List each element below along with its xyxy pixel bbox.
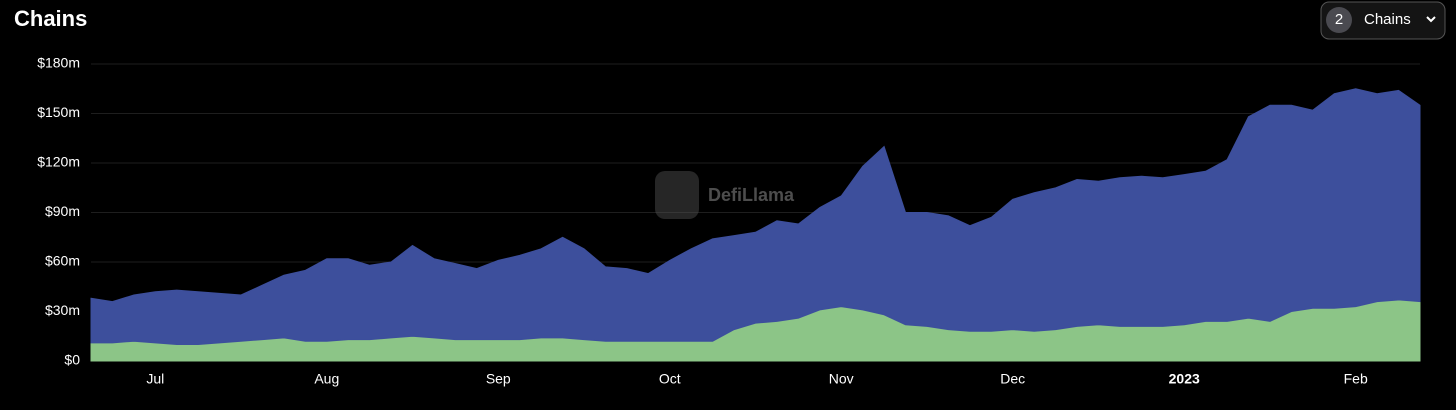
y-tick-label: $150m [37,104,80,120]
x-tick-label: Dec [1000,371,1025,387]
watermark-logo [655,171,699,219]
dropdown-label: Chains [1364,11,1411,28]
x-tick-label: Feb [1344,371,1368,387]
area [90,88,1421,345]
watermark: DefiLlama [655,171,795,219]
x-tick-label: Oct [659,371,681,387]
plot: $0 $30m $60m $90m $120m $150m $180m Jul Aug Sep Oc… [37,55,1421,387]
x-tick-label: Nov [829,371,854,387]
y-tick-label: $0 [64,352,80,368]
y-tick-label: $60m [45,253,80,269]
y-tick-label: $90m [45,203,80,219]
dropdown-box[interactable] [1320,1,1446,40]
chart-title: Chains [14,6,87,31]
y-tick-label: $30m [45,302,80,318]
count: 2 [1335,11,1343,28]
x-tick-label: Aug [314,371,339,387]
x-tick-label: 2023 [1169,371,1200,387]
chains-dropdown[interactable]: 2 Chains [1320,1,1446,40]
watermark-text: DefiLlama [708,185,795,205]
count-badge [1326,7,1352,33]
y-tick-label: $120m [37,154,80,170]
x-tick-label: Jul [146,371,164,387]
x-tick-label: Sep [486,371,511,387]
y-tick-label: $180m [37,55,80,71]
chevron [1426,16,1436,23]
